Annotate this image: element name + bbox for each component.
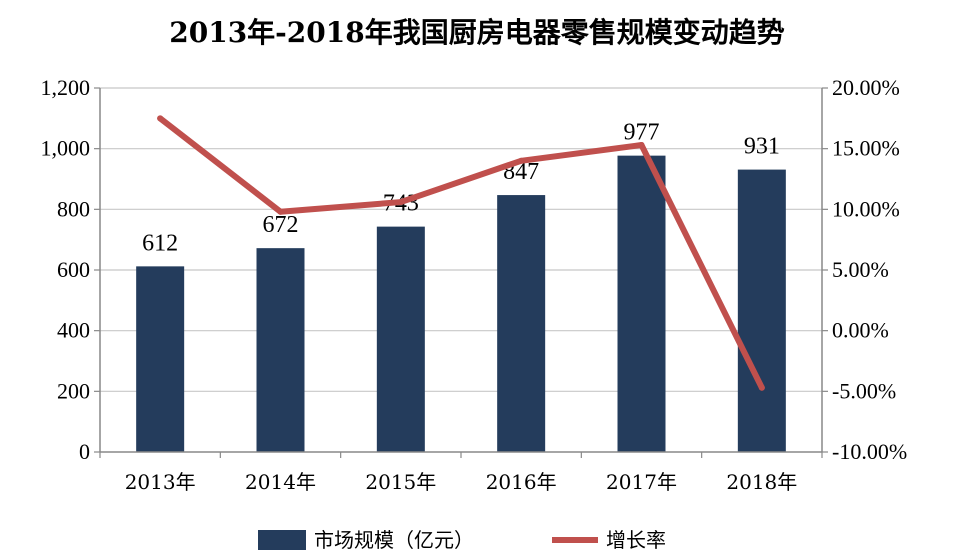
bar — [136, 266, 185, 452]
data-labels: 612672743847977931 — [142, 120, 780, 257]
bar — [617, 155, 666, 453]
y-right-tick-label: 15.00% — [832, 136, 900, 161]
x-tick-label: 2016年 — [486, 470, 557, 494]
legend-label-bar: 市场规模（亿元） — [314, 528, 474, 552]
y-left-tick-label: 800 — [57, 196, 90, 221]
y-left-tick-label: 1,000 — [41, 136, 91, 161]
bar — [737, 169, 786, 452]
bar-data-label: 612 — [142, 230, 178, 256]
growth-rate-point — [397, 199, 404, 206]
x-tick-label: 2015年 — [365, 470, 436, 494]
bar-data-label: 977 — [624, 120, 660, 146]
y-right-tick-label: -10.00% — [832, 439, 907, 464]
axes — [94, 87, 828, 458]
legend-swatch-bar — [258, 530, 306, 550]
gridlines — [100, 87, 822, 392]
y-right-tick-label: 5.00% — [832, 257, 889, 282]
x-tick-label: 2013年 — [125, 470, 196, 494]
x-tick-label: 2018年 — [726, 470, 797, 494]
legend-label-line: 增长率 — [606, 528, 666, 552]
growth-rate-line — [157, 115, 765, 391]
x-tick-label: 2014年 — [245, 470, 316, 494]
growth-rate-point — [638, 142, 645, 149]
chart-title: 2013年-2018年我国厨房电器零售规模变动趋势 — [169, 16, 784, 49]
y-right-tick-label: -5.00% — [832, 378, 896, 403]
y-right-tick-label: 0.00% — [832, 318, 889, 343]
y-left-tick-label: 200 — [57, 378, 90, 403]
y-axis-right-labels: -10.00% -5.00% 0.00% 5.00% 10.00% 15.00% 20.00… — [832, 75, 907, 464]
x-tick-label: 2017年 — [606, 470, 677, 494]
bar-data-label: 672 — [263, 212, 299, 238]
legend: 市场规模（亿元） 增长率 — [258, 528, 666, 552]
growth-rate-point — [518, 157, 525, 164]
line-series — [157, 115, 765, 391]
bar-series — [136, 155, 786, 453]
y-axis-left-labels: 0 200 400 600 800 1,000 1,200 — [41, 75, 91, 464]
bar — [376, 226, 425, 452]
bar-data-label: 931 — [744, 134, 780, 160]
y-left-tick-label: 600 — [57, 257, 90, 282]
y-right-tick-label: 10.00% — [832, 196, 900, 221]
y-left-tick-label: 0 — [79, 439, 90, 464]
y-left-tick-label: 400 — [57, 318, 90, 343]
growth-rate-point — [157, 115, 164, 122]
x-axis-labels: 2013年 2014年 2015年 2016年 2017年 2018年 — [125, 470, 798, 494]
y-left-tick-label: 1,200 — [41, 75, 91, 100]
growth-rate-point — [758, 384, 765, 391]
bar — [256, 248, 305, 452]
y-right-tick-label: 20.00% — [832, 75, 900, 100]
bar — [497, 195, 546, 452]
growth-rate-point — [277, 208, 284, 215]
